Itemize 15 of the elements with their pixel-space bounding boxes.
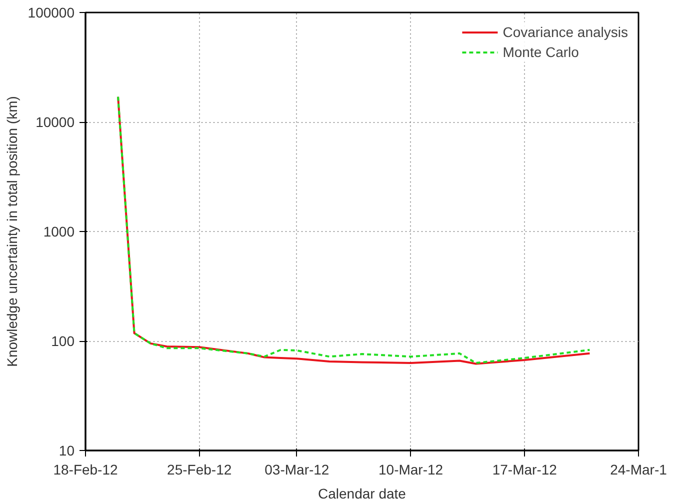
x-tick-label: 03-Mar-12 xyxy=(264,462,330,478)
y-tick-label: 100 xyxy=(51,333,75,349)
x-axis-title: Calendar date xyxy=(318,486,406,502)
y-tick-label: 10000 xyxy=(36,114,75,130)
y-tick-label: 10 xyxy=(58,442,75,458)
legend-label: Covariance analysis xyxy=(502,24,628,40)
x-tick-label: 17-Mar-12 xyxy=(492,462,558,478)
y-tick-label: 1000 xyxy=(43,224,75,240)
x-tick-label: 24-Mar-1 xyxy=(610,462,668,478)
y-axis-title: Knowledge uncertainty in total position (km) xyxy=(4,96,20,367)
x-tick-label: 10-Mar-12 xyxy=(378,462,444,478)
y-tick-label: 100000 xyxy=(28,4,75,20)
x-tick-label: 18-Feb-12 xyxy=(53,462,118,478)
x-tick-label: 25-Feb-12 xyxy=(167,462,232,478)
legend-label: Monte Carlo xyxy=(502,44,579,60)
